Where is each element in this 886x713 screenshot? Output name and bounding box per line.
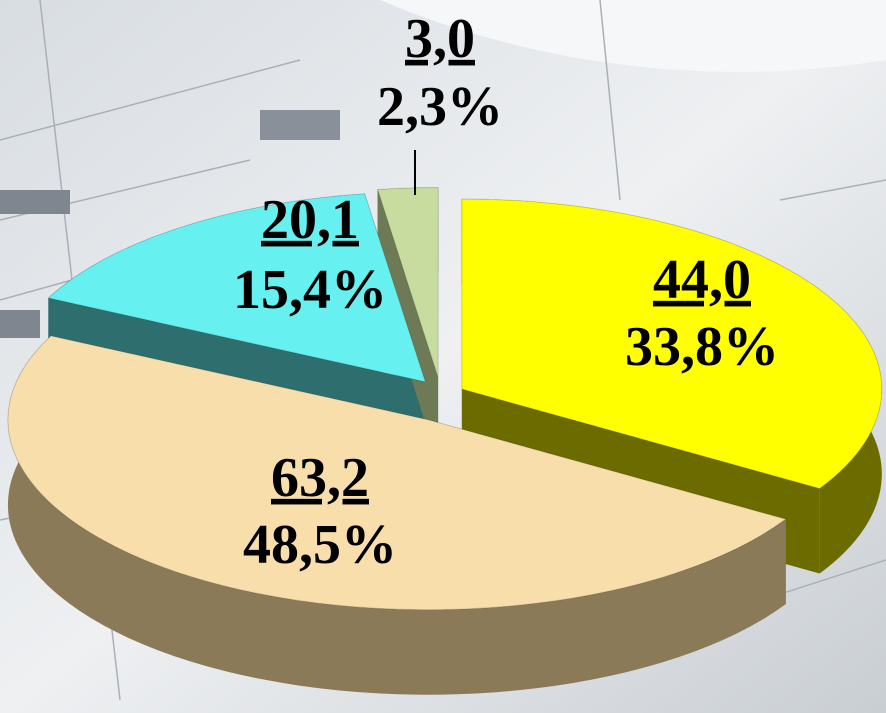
slice xyxy=(7,335,787,611)
slice-outer-side xyxy=(7,335,786,695)
percentage-label: 48,5% xyxy=(243,514,397,576)
slice xyxy=(461,198,883,490)
value-label: 44,0 xyxy=(653,249,751,311)
value-label: 63,2 xyxy=(271,447,369,509)
percentage-label: 15,4% xyxy=(233,259,387,321)
slices xyxy=(7,187,883,611)
value-label: 3,0 xyxy=(405,8,475,70)
slice xyxy=(376,187,439,378)
slice xyxy=(47,193,427,383)
percentage-label: 33,8% xyxy=(625,316,779,378)
percentage-label: 2,3% xyxy=(377,76,503,138)
labels: 44,033,8% 63,248,5% 20,1 15,4% 3,02,3% xyxy=(233,8,779,576)
value-label: 20,1 xyxy=(261,189,359,251)
